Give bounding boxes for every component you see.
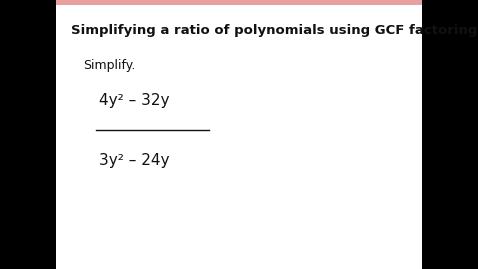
FancyBboxPatch shape	[56, 0, 422, 269]
FancyBboxPatch shape	[56, 0, 422, 5]
Text: Simplify.: Simplify.	[83, 59, 135, 72]
Text: Simplifying a ratio of polynomials using GCF factoring: Simplifying a ratio of polynomials using…	[71, 24, 477, 37]
Text: 4y² – 32y: 4y² – 32y	[99, 93, 170, 108]
Text: 3y² – 24y: 3y² – 24y	[99, 153, 170, 168]
